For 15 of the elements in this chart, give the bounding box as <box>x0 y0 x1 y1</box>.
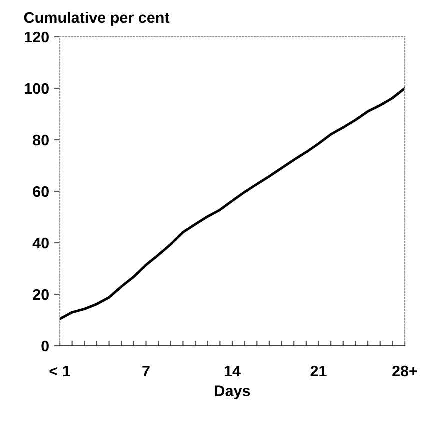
y-axis-title: Cumulative per cent <box>24 12 170 26</box>
x-axis-title: Days <box>215 386 250 400</box>
y-tick-label: 60 <box>33 186 49 198</box>
y-tick-label: 0 <box>42 340 49 352</box>
x-tick-label: 14 <box>224 366 241 377</box>
x-tick-label: < 1 <box>50 366 70 377</box>
y-tick-label: 20 <box>33 289 49 300</box>
y-tick-label: 120 <box>25 32 49 43</box>
y-tick-label: 100 <box>25 83 49 94</box>
y-tick-label: 80 <box>33 134 49 146</box>
x-tick-label: 7 <box>142 366 150 377</box>
x-tick-label: 28+ <box>392 366 418 377</box>
x-tick-label: 21 <box>310 366 327 377</box>
line-series <box>60 87 405 320</box>
y-tick-label: 40 <box>32 238 49 249</box>
